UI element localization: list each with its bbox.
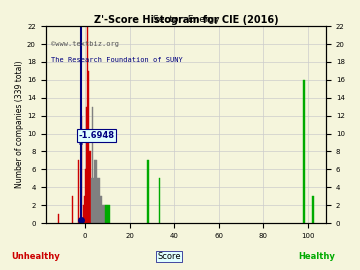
- Text: Healthy: Healthy: [298, 252, 335, 261]
- Title: Z'-Score Histogram for CIE (2016): Z'-Score Histogram for CIE (2016): [94, 15, 278, 25]
- Y-axis label: Number of companies (339 total): Number of companies (339 total): [15, 61, 24, 188]
- Bar: [102, 205, 103, 223]
- Text: ©www.textbiz.org: ©www.textbiz.org: [51, 41, 119, 47]
- Bar: [303, 80, 305, 223]
- Text: Sector: Energy: Sector: Energy: [153, 15, 219, 24]
- Bar: [99, 196, 100, 223]
- Text: The Research Foundation of SUNY: The Research Foundation of SUNY: [51, 57, 183, 63]
- Bar: [107, 205, 108, 223]
- Bar: [83, 205, 84, 223]
- Bar: [78, 160, 80, 223]
- Bar: [96, 160, 97, 223]
- Text: Score: Score: [157, 252, 181, 261]
- Bar: [100, 196, 102, 223]
- Bar: [72, 196, 73, 223]
- Bar: [93, 178, 94, 223]
- Bar: [105, 205, 106, 223]
- Text: -1.6948: -1.6948: [78, 131, 114, 140]
- Bar: [148, 160, 149, 223]
- Bar: [86, 107, 87, 223]
- Bar: [312, 196, 314, 223]
- Bar: [108, 205, 109, 223]
- Bar: [84, 196, 85, 223]
- Bar: [106, 205, 107, 223]
- Bar: [88, 71, 90, 223]
- Bar: [97, 178, 98, 223]
- Bar: [103, 205, 104, 223]
- Bar: [95, 160, 96, 223]
- Bar: [87, 26, 88, 223]
- Bar: [91, 178, 92, 223]
- Bar: [90, 151, 91, 223]
- Text: Unhealthy: Unhealthy: [12, 252, 60, 261]
- Bar: [81, 116, 82, 223]
- Bar: [94, 160, 95, 223]
- Bar: [92, 107, 93, 223]
- Bar: [85, 169, 86, 223]
- Bar: [104, 205, 105, 223]
- Bar: [58, 214, 59, 223]
- Bar: [98, 178, 99, 223]
- Bar: [159, 178, 160, 223]
